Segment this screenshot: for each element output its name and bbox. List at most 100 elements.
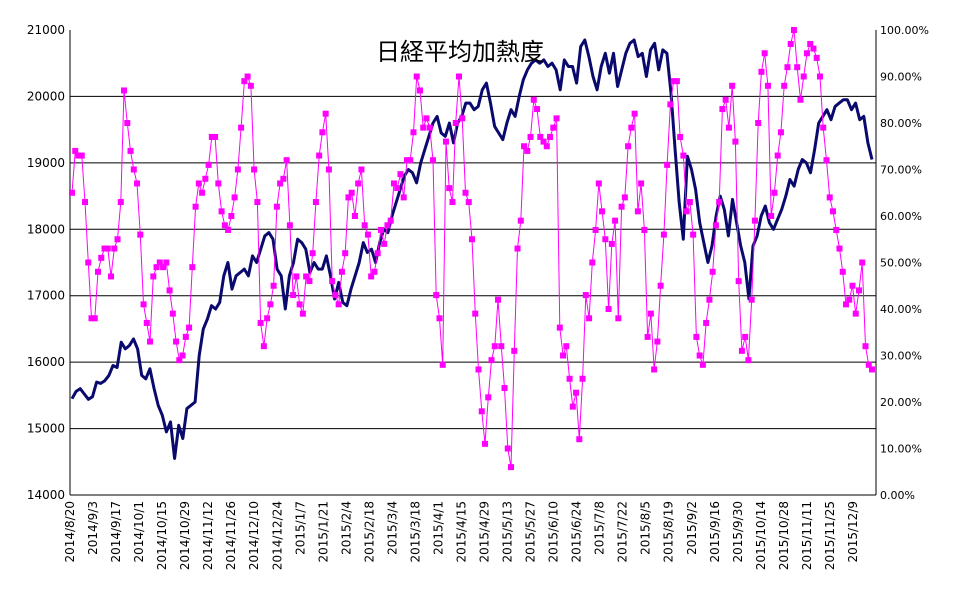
- heat-ratio-point: [660, 231, 667, 238]
- x-tick-label: 2015/5/13: [501, 501, 515, 563]
- heat-ratio-point: [329, 278, 336, 285]
- heat-ratio-point: [716, 199, 723, 206]
- heat-ratio-point: [410, 129, 417, 136]
- heat-ratio-point: [283, 157, 290, 164]
- y-tick-label-right: 10.00%: [880, 443, 922, 456]
- heat-ratio-point: [654, 338, 661, 345]
- heat-ratio-point: [195, 180, 202, 187]
- grid-layer: [70, 95, 876, 430]
- heat-ratio-point: [599, 208, 606, 215]
- heat-ratio-point: [839, 268, 846, 275]
- heat-ratio-point: [829, 208, 836, 215]
- heat-ratio-point: [228, 213, 235, 219]
- x-tick-label: 2014/8/20: [63, 501, 77, 563]
- heat-ratio-point: [534, 106, 541, 113]
- heat-ratio-point: [221, 222, 228, 229]
- heat-ratio-point: [693, 333, 700, 340]
- heat-ratio-point: [293, 273, 300, 280]
- x-tick-label: 2015/5/27: [524, 501, 538, 563]
- heat-ratio-point: [667, 101, 674, 108]
- heat-ratio-point: [521, 143, 528, 150]
- heat-ratio-point: [134, 180, 141, 187]
- heat-ratio-point: [849, 282, 856, 289]
- x-tick-label: 2015/7/8: [593, 501, 607, 555]
- heat-ratio-point: [241, 78, 248, 85]
- heat-ratio-point: [273, 203, 280, 210]
- heat-ratio-point: [169, 310, 176, 317]
- heat-ratio-point: [657, 282, 664, 289]
- heat-ratio-point: [582, 292, 589, 299]
- x-tick-label: 2015/7/22: [616, 501, 630, 563]
- y-tick-label-right: 20.00%: [880, 396, 922, 409]
- heat-ratio-point: [127, 147, 134, 154]
- heat-ratio-point: [524, 147, 531, 154]
- heat-ratio-point: [732, 138, 739, 145]
- heat-ratio-point: [407, 157, 414, 164]
- heat-ratio-point: [618, 203, 625, 210]
- heat-ratio-point: [286, 222, 293, 229]
- heat-ratio-point: [111, 245, 118, 252]
- y-tick-label-right: 0.00%: [880, 489, 915, 502]
- heat-ratio-point: [735, 278, 742, 285]
- heat-ratio-point: [351, 213, 358, 219]
- heat-ratio-point: [761, 50, 768, 57]
- heat-ratio-point: [491, 343, 498, 350]
- heat-ratio-point: [442, 138, 449, 145]
- nikkei-price-line: [70, 38, 874, 460]
- heat-ratio-point: [800, 73, 807, 80]
- heat-ratio-point: [472, 310, 479, 317]
- y-tick-label-left: 19000: [27, 156, 65, 170]
- heat-ratio-point: [260, 343, 267, 350]
- heat-ratio-point: [722, 96, 729, 103]
- x-tick-label: 2015/10/28: [777, 501, 791, 570]
- heat-ratio-point: [153, 264, 160, 271]
- heat-ratio-point: [212, 133, 219, 140]
- x-tick-label: 2014/10/15: [155, 501, 169, 570]
- heat-ratio-point: [589, 259, 596, 266]
- heat-ratio-point: [787, 40, 794, 47]
- heat-ratio-point: [569, 403, 576, 410]
- heat-ratio-point: [387, 217, 394, 224]
- heat-ratio-point: [270, 282, 277, 289]
- heat-ratio-point: [530, 96, 537, 103]
- heat-ratio-point: [416, 87, 423, 94]
- heat-ratio-point: [452, 120, 459, 126]
- heat-ratio-point: [426, 124, 433, 131]
- heat-ratio-point: [498, 343, 505, 350]
- x-tick-label: 2014/11/12: [201, 501, 215, 570]
- heat-ratio-point: [625, 143, 632, 150]
- axis-layer: 14000 15000 16000 17000 18000 19000 20000 21000…: [27, 23, 929, 570]
- heat-ratio-point: [205, 161, 212, 168]
- heat-ratio-point: [810, 45, 817, 52]
- heat-ratio-point: [790, 27, 797, 33]
- heat-ratio-point: [631, 110, 638, 117]
- y-tick-label-right: 30.00%: [880, 350, 922, 363]
- heat-ratio-point: [192, 203, 199, 210]
- heat-ratio-point: [75, 152, 82, 159]
- heat-ratio-point: [826, 194, 833, 201]
- heat-ratio-point: [553, 115, 560, 122]
- heat-ratio-point: [423, 115, 430, 122]
- series-layer: [69, 27, 875, 471]
- heat-ratio-point: [449, 199, 456, 206]
- heat-ratio-point: [420, 124, 427, 131]
- x-tick-label: 2015/2/4: [339, 501, 353, 555]
- heat-ratio-point: [612, 217, 619, 224]
- heat-ratio-point: [469, 236, 475, 243]
- heat-ratio-point: [238, 124, 245, 131]
- heat-ratio-point: [478, 408, 485, 415]
- heat-ratio-point: [751, 217, 758, 224]
- heat-ratio-point: [325, 166, 332, 173]
- heat-ratio-point: [514, 245, 521, 252]
- heat-ratio-point: [384, 222, 391, 229]
- heat-ratio-point: [621, 194, 628, 201]
- heat-ratio-point: [537, 133, 544, 140]
- heat-ratio-point: [368, 273, 375, 280]
- heat-ratio-point: [364, 231, 371, 238]
- heat-ratio-point: [742, 333, 749, 340]
- heat-ratio-point: [446, 185, 453, 192]
- heat-ratio-point: [439, 361, 446, 368]
- heat-ratio-point: [638, 180, 645, 187]
- heat-ratio-point: [595, 180, 602, 187]
